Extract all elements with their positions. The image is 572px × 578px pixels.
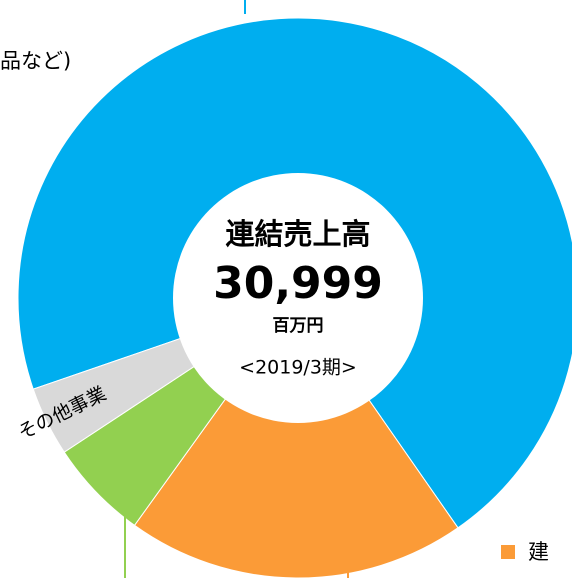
center-title: 連結売上高	[225, 217, 370, 251]
center-period: <2019/3期>	[239, 357, 357, 379]
center-unit: 百万円	[273, 316, 324, 336]
legend-label: 建	[528, 540, 549, 564]
annotation: 品など)	[0, 49, 71, 73]
center-value: 30,999	[213, 258, 383, 309]
donut-hole	[173, 173, 423, 423]
legend-swatch	[501, 545, 515, 559]
